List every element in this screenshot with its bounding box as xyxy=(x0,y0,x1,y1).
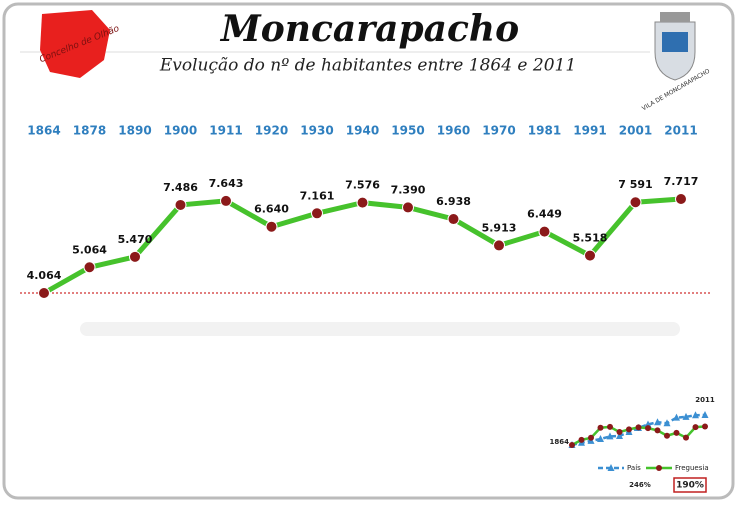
frame xyxy=(2,2,735,500)
inset-marker xyxy=(701,411,709,418)
legend-label: País xyxy=(627,464,641,472)
legend-label: Freguesia xyxy=(675,464,709,472)
marker xyxy=(447,213,460,226)
value-label: 5.064 xyxy=(72,243,107,256)
inset-x-label: 1864 xyxy=(550,438,570,446)
x-category-label: 1900 xyxy=(164,124,197,138)
inset-marker xyxy=(597,424,604,431)
x-category-label: 1960 xyxy=(437,124,470,138)
inset-marker xyxy=(673,429,680,436)
x-category-label: 2001 xyxy=(619,124,652,138)
value-label: 7.643 xyxy=(209,177,244,190)
shadow xyxy=(80,322,680,336)
inset-marker xyxy=(645,425,651,432)
marker xyxy=(356,196,369,209)
inset-marker xyxy=(578,436,585,443)
x-category-label: 1930 xyxy=(300,124,333,138)
marker xyxy=(174,198,187,211)
value-label: 6.449 xyxy=(527,208,562,221)
highlight-box xyxy=(673,477,707,493)
inset-marker xyxy=(663,419,671,427)
value-label: 7.390 xyxy=(391,183,426,196)
marker xyxy=(402,201,414,214)
x-category-label: 1981 xyxy=(528,124,561,138)
value-label: 7.486 xyxy=(163,181,198,194)
chart-subtitle: Evolução do nº de habitantes entre 1864 … xyxy=(159,56,576,76)
legend-marker xyxy=(656,465,662,471)
x-category-label: 1890 xyxy=(118,124,151,138)
inset-marker xyxy=(654,418,661,426)
value-label: 7.576 xyxy=(345,179,380,192)
value-label: 5.518 xyxy=(573,232,608,245)
value-label: 7 591 xyxy=(618,178,652,191)
marker xyxy=(220,194,232,207)
logo-map xyxy=(40,10,110,78)
value-label: 6.640 xyxy=(254,203,289,216)
x-category-label: 1970 xyxy=(482,124,515,138)
value-label: 6.938 xyxy=(436,195,471,208)
inset-line xyxy=(571,413,706,447)
marker xyxy=(584,249,596,262)
inset-marker xyxy=(626,426,632,433)
end-percentage: 190% xyxy=(676,481,704,491)
marker xyxy=(83,261,96,274)
inset-marker xyxy=(607,423,613,430)
value-label: 7.717 xyxy=(664,175,699,188)
value-label: 5.913 xyxy=(482,221,517,234)
x-category-label: 1878 xyxy=(73,124,106,138)
value-label: 5.470 xyxy=(118,233,153,246)
value-label: 7.161 xyxy=(300,189,335,202)
crest-field xyxy=(662,32,688,52)
inset-marker xyxy=(654,427,661,434)
inset-marker xyxy=(673,413,680,421)
inset-marker xyxy=(702,423,708,430)
marker xyxy=(493,239,505,252)
legend-marker xyxy=(607,464,615,471)
marker xyxy=(538,225,551,238)
marker xyxy=(265,220,278,233)
inset-marker xyxy=(597,435,604,443)
chart-title: Moncarapacho xyxy=(219,8,519,50)
inset-marker xyxy=(664,432,670,439)
marker xyxy=(38,287,50,299)
inset-marker xyxy=(616,429,623,436)
inset-marker xyxy=(644,420,652,428)
marker xyxy=(129,250,141,263)
inset-marker xyxy=(635,424,642,431)
inset-x-label: 2011 xyxy=(695,396,715,404)
marker xyxy=(311,207,323,220)
end-percentage: 246% xyxy=(629,481,651,489)
x-category-label: 1920 xyxy=(255,124,288,138)
inset-marker xyxy=(692,424,699,431)
inset-marker xyxy=(692,411,699,419)
x-category-label: 1911 xyxy=(209,124,242,138)
x-category-label: 1940 xyxy=(346,124,379,138)
inset-marker xyxy=(588,434,594,441)
inset-marker xyxy=(683,434,689,441)
x-category-label: 1991 xyxy=(573,124,606,138)
x-category-label: 2011 xyxy=(664,124,697,138)
marker xyxy=(675,193,687,205)
marker xyxy=(629,196,642,209)
inset-marker xyxy=(569,442,575,448)
crest-crown xyxy=(660,12,690,22)
inset-marker xyxy=(616,431,623,439)
value-label: 4.064 xyxy=(27,269,62,282)
x-category-label: 1950 xyxy=(391,124,424,138)
inset-marker xyxy=(606,432,614,440)
inset-marker xyxy=(682,412,690,420)
x-category-label: 1864 xyxy=(27,124,60,138)
